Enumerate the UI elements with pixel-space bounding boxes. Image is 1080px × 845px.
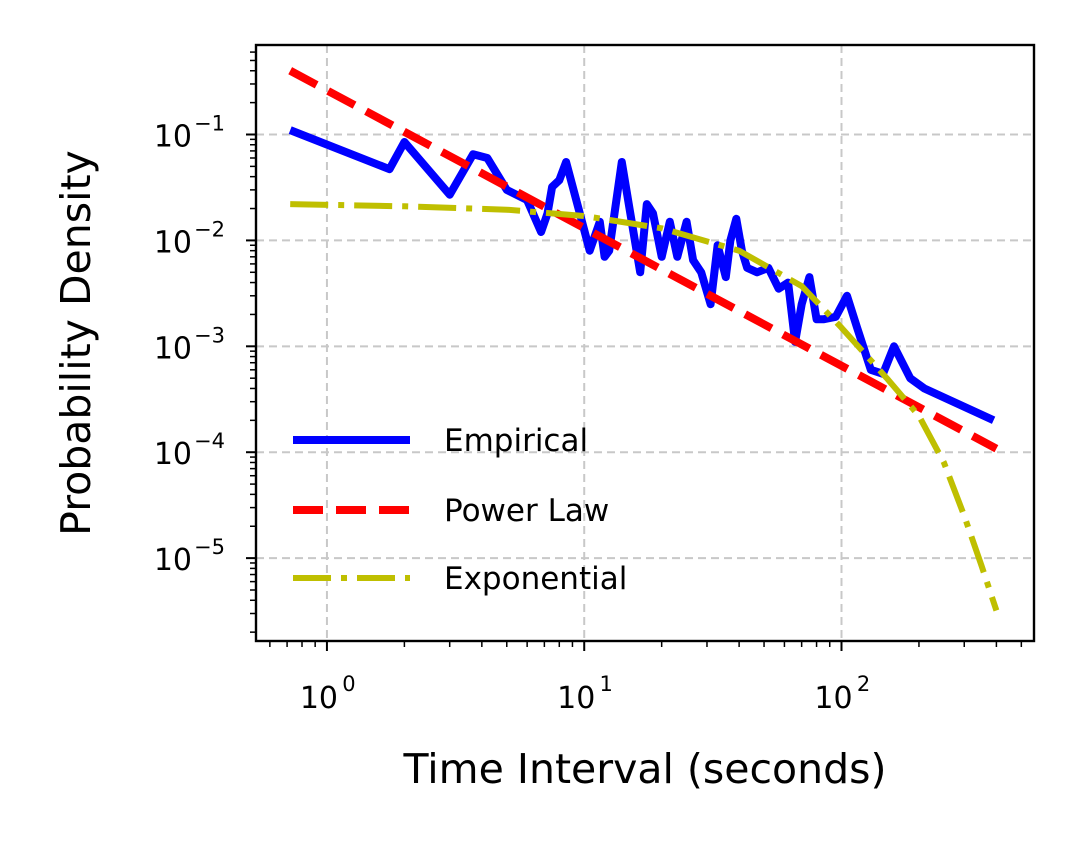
y-tick-label: 10: [154, 120, 192, 155]
legend: Empirical Power Law Exponential: [293, 423, 627, 597]
y-tick-label-exponent: −1: [194, 112, 225, 136]
x-tick-label-exponent: 1: [600, 672, 613, 696]
x-tick-label: 10: [557, 681, 595, 716]
y-tick-label-exponent: −2: [194, 217, 225, 241]
grid-layer: [256, 45, 1034, 641]
y-tick-label-exponent: −5: [194, 535, 225, 559]
y-tick-label: 10: [154, 437, 192, 472]
series-line-power-law: [288, 67, 999, 453]
series-line-exponential: [290, 201, 1000, 612]
legend-label-empirical: Empirical: [444, 423, 588, 459]
x-tick-label-exponent: 0: [342, 672, 355, 696]
series-layer: [288, 67, 1000, 612]
tick-label-layer: 10 0 10 1 10 210 −110 −210 −310 −410 −5: [154, 112, 870, 716]
x-tick-label-exponent: 2: [857, 672, 870, 696]
y-tick-label: 10: [154, 331, 192, 366]
y-axis-label: Probability Density: [52, 150, 100, 536]
x-tick-label: 10: [814, 681, 852, 716]
x-axis-label: Time Interval (seconds): [403, 745, 887, 793]
plot-frame: [254, 43, 1036, 643]
y-tick-label: 10: [154, 225, 192, 260]
y-tick-label-exponent: −3: [194, 323, 225, 347]
legend-label-exponential: Exponential: [444, 561, 627, 597]
y-tick-label-exponent: −4: [194, 429, 225, 453]
y-tick-label: 10: [154, 543, 192, 578]
legend-label-power-law: Power Law: [444, 493, 609, 529]
x-tick-label: 10: [300, 681, 338, 716]
axes-layer: [246, 43, 1036, 651]
